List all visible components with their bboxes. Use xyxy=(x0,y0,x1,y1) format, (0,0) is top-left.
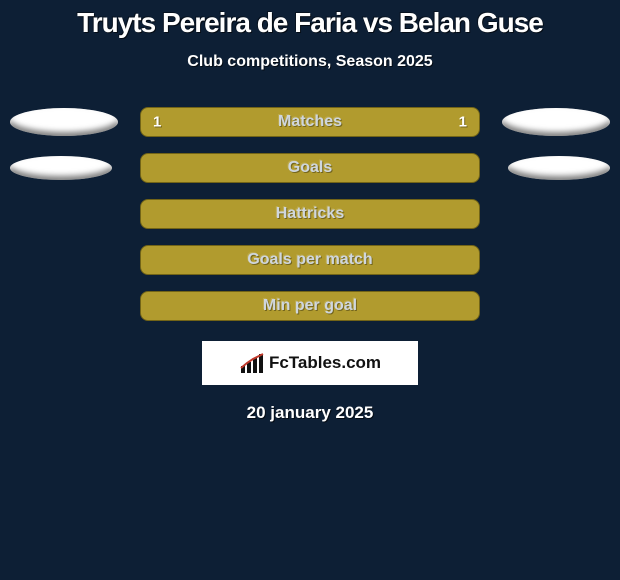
stat-label: Goals xyxy=(288,159,332,177)
stat-left-value: 1 xyxy=(153,114,161,131)
left-marker xyxy=(10,108,118,136)
stat-right-value: 1 xyxy=(459,114,467,131)
stat-label: Goals per match xyxy=(247,251,372,269)
right-marker xyxy=(508,156,610,180)
date-label: 20 january 2025 xyxy=(0,403,620,423)
stats-area: 1 Matches 1 Goals Hattricks Goals per match Mi… xyxy=(0,99,620,329)
stat-row: Goals xyxy=(0,145,620,191)
stat-label: Min per goal xyxy=(263,297,357,315)
stat-pill: Goals per match xyxy=(140,245,480,275)
stat-pill: Goals xyxy=(140,153,480,183)
stat-label: Hattricks xyxy=(276,205,344,223)
subtitle: Club competitions, Season 2025 xyxy=(0,53,620,71)
stat-pill: Hattricks xyxy=(140,199,480,229)
stat-row: Hattricks xyxy=(0,191,620,237)
stat-pill: 1 Matches 1 xyxy=(140,107,480,137)
stat-row: Min per goal xyxy=(0,283,620,329)
right-marker xyxy=(502,108,610,136)
page-title: Truyts Pereira de Faria vs Belan Guse xyxy=(0,7,620,39)
stat-pill: Min per goal xyxy=(140,291,480,321)
logo-chart-icon xyxy=(239,352,265,374)
stat-label: Matches xyxy=(278,113,342,131)
stat-row: Goals per match xyxy=(0,237,620,283)
logo-text: FcTables.com xyxy=(269,353,381,373)
stat-row: 1 Matches 1 xyxy=(0,99,620,145)
logo-box: FcTables.com xyxy=(202,341,418,385)
left-marker xyxy=(10,156,112,180)
